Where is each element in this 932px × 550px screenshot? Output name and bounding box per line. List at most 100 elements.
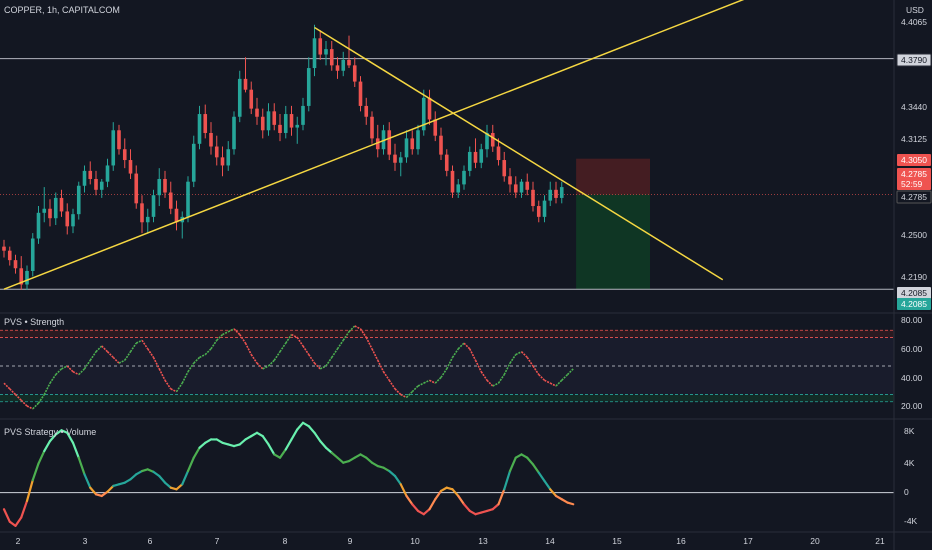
candle[interactable]: [214, 146, 219, 158]
candle[interactable]: [456, 184, 461, 193]
candle[interactable]: [479, 149, 484, 163]
candle[interactable]: [404, 138, 409, 158]
candle[interactable]: [237, 78, 242, 117]
candle[interactable]: [393, 154, 397, 163]
candle[interactable]: [134, 173, 139, 204]
candle[interactable]: [191, 143, 196, 182]
trendline[interactable]: [3, 0, 752, 290]
candle[interactable]: [289, 114, 294, 128]
candle[interactable]: [197, 114, 202, 144]
candle[interactable]: [99, 181, 104, 190]
candle[interactable]: [324, 49, 328, 55]
candle[interactable]: [398, 157, 403, 163]
candle[interactable]: [163, 178, 167, 193]
candle[interactable]: [502, 160, 507, 177]
candle[interactable]: [559, 187, 564, 198]
candle[interactable]: [128, 160, 133, 174]
candle[interactable]: [467, 151, 472, 171]
candle[interactable]: [548, 189, 553, 201]
candle[interactable]: [168, 192, 173, 209]
candle[interactable]: [519, 181, 524, 193]
candle[interactable]: [364, 105, 369, 117]
candle[interactable]: [117, 130, 121, 150]
candle[interactable]: [76, 185, 81, 215]
candle[interactable]: [209, 132, 213, 147]
candle[interactable]: [272, 111, 277, 125]
pvs-strength-pane[interactable]: [0, 325, 894, 410]
candle[interactable]: [450, 170, 455, 193]
candle[interactable]: [352, 65, 357, 82]
candle[interactable]: [65, 211, 70, 227]
candle[interactable]: [249, 89, 254, 109]
trendline[interactable]: [314, 26, 724, 281]
candle[interactable]: [255, 108, 259, 117]
candle[interactable]: [318, 38, 323, 55]
candle[interactable]: [278, 124, 282, 133]
candle[interactable]: [347, 59, 351, 66]
candle[interactable]: [410, 138, 415, 150]
candle[interactable]: [370, 116, 374, 139]
candle[interactable]: [220, 157, 225, 166]
candle[interactable]: [260, 116, 265, 131]
candle[interactable]: [2, 246, 6, 251]
candle[interactable]: [203, 114, 208, 133]
candle[interactable]: [341, 59, 346, 71]
candle[interactable]: [53, 197, 58, 219]
candle[interactable]: [186, 181, 190, 217]
candle[interactable]: [421, 97, 426, 131]
candle[interactable]: [111, 130, 116, 166]
candle[interactable]: [295, 124, 300, 128]
candle[interactable]: [531, 189, 535, 207]
candle[interactable]: [554, 189, 558, 198]
candle[interactable]: [301, 105, 305, 125]
candle[interactable]: [88, 170, 93, 179]
candle[interactable]: [94, 178, 98, 190]
candle[interactable]: [439, 135, 443, 155]
candle[interactable]: [536, 206, 541, 217]
candle[interactable]: [306, 68, 311, 106]
candle[interactable]: [496, 146, 501, 161]
candle[interactable]: [151, 195, 156, 217]
candle[interactable]: [243, 78, 248, 90]
candle[interactable]: [48, 208, 52, 219]
candle[interactable]: [542, 200, 547, 217]
candle[interactable]: [140, 203, 144, 223]
candle[interactable]: [36, 212, 41, 239]
candle[interactable]: [312, 38, 317, 69]
candle[interactable]: [433, 119, 438, 136]
candle[interactable]: [375, 138, 380, 150]
candle[interactable]: [30, 238, 35, 271]
candle[interactable]: [329, 49, 334, 66]
candle[interactable]: [105, 165, 110, 182]
candle[interactable]: [226, 149, 231, 166]
candle[interactable]: [13, 260, 18, 269]
candle[interactable]: [462, 170, 466, 185]
candle[interactable]: [266, 111, 271, 131]
candle[interactable]: [387, 130, 392, 155]
candle[interactable]: [232, 116, 236, 150]
candle[interactable]: [157, 178, 162, 196]
candle[interactable]: [508, 176, 512, 185]
candle[interactable]: [7, 250, 12, 261]
candle[interactable]: [513, 184, 518, 193]
candle[interactable]: [473, 151, 478, 163]
candle[interactable]: [59, 197, 64, 212]
candle[interactable]: [335, 65, 340, 71]
candle[interactable]: [25, 270, 29, 285]
candle[interactable]: [42, 208, 47, 213]
pvs-volume-pane[interactable]: [0, 421, 894, 527]
candle[interactable]: [71, 214, 75, 227]
candle[interactable]: [174, 208, 179, 223]
candle[interactable]: [358, 81, 363, 106]
candle[interactable]: [427, 97, 432, 120]
candle[interactable]: [525, 181, 530, 190]
candle[interactable]: [444, 154, 449, 171]
candle[interactable]: [490, 132, 495, 147]
candle[interactable]: [145, 216, 150, 223]
candle[interactable]: [19, 268, 24, 285]
time-axis[interactable]: 2 3 6 7 8 9 10 13 14 15 16 17 20 21: [0, 531, 932, 546]
candle[interactable]: [82, 170, 87, 186]
candle[interactable]: [416, 130, 420, 150]
